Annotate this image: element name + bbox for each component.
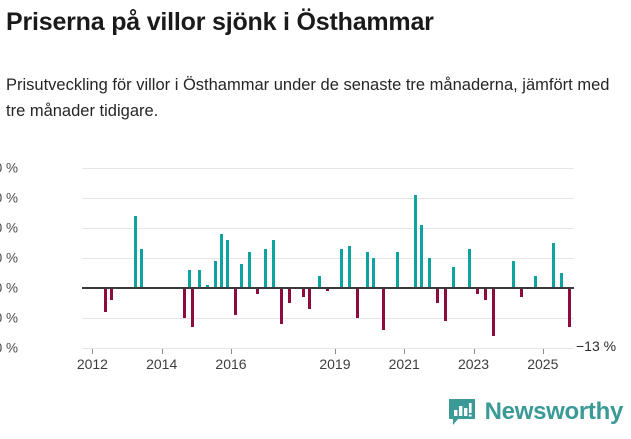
x-axis-tick-label: 2025 (527, 356, 559, 372)
bar (220, 234, 223, 288)
y-axis-tick-label: 10 % (0, 250, 18, 266)
bar (140, 249, 143, 288)
bar (248, 252, 251, 288)
bar (183, 288, 186, 318)
bar (534, 276, 537, 288)
bar (382, 288, 385, 330)
bar (234, 288, 237, 315)
x-axis: 2012 2014 2016 2019 2021 2023 2025 (77, 348, 574, 378)
last-value-label: −13 % (576, 338, 617, 354)
x-axis-tick (161, 348, 163, 354)
y-axis-tick-label: 40 % (0, 160, 18, 176)
bar (452, 267, 455, 288)
y-axis-tick-label: 20 % (0, 220, 18, 236)
bar (356, 288, 359, 318)
bar (214, 261, 217, 288)
x-axis-tick-label: 2021 (388, 356, 420, 372)
bar (568, 288, 571, 327)
x-axis-tick (334, 348, 336, 354)
bar (326, 288, 329, 291)
bar (272, 240, 275, 288)
x-axis-tick-label: 2012 (76, 356, 108, 372)
x-axis-tick (404, 348, 406, 354)
bar (414, 195, 417, 288)
x-axis-tick (230, 348, 232, 354)
bar (340, 249, 343, 288)
bar (302, 288, 305, 297)
bar (206, 285, 209, 288)
bar (428, 258, 431, 288)
chart-footer: Newsworthy (0, 393, 631, 439)
bar (288, 288, 291, 303)
bar (348, 246, 351, 288)
page-subtitle: Prisutveckling för villor i Östhammar un… (6, 76, 610, 120)
logo-wordmark: Newsworthy (484, 398, 624, 425)
x-axis-tick-label: 2019 (319, 356, 351, 372)
bar (110, 288, 113, 300)
bar (280, 288, 283, 324)
page-title: Priserna på villor sjönk i Östhammar (6, 8, 434, 36)
newsworthy-logo[interactable]: Newsworthy (447, 397, 623, 427)
y-axis-tick-label: −20 % (0, 340, 18, 356)
bar (560, 273, 563, 288)
bar (240, 264, 243, 288)
x-axis-tick-label: 2014 (146, 356, 178, 372)
bar (552, 243, 555, 288)
bar (396, 252, 399, 288)
bar (366, 252, 369, 288)
gridline (82, 168, 574, 169)
y-axis-tick-label: 0 % (0, 280, 18, 296)
x-axis-line (82, 348, 574, 349)
gridline (82, 258, 574, 259)
bar (476, 288, 479, 294)
bar (520, 288, 523, 297)
x-axis-tick-label: 2023 (457, 356, 490, 372)
bar (492, 288, 495, 336)
plot-area: 40 % 30 % 20 % 10 % 0 % −10 % −20 % (0, 161, 574, 356)
gridline (82, 198, 574, 199)
zero-line (82, 287, 574, 289)
bar (104, 288, 107, 312)
bar (436, 288, 439, 303)
bar (198, 270, 201, 288)
x-axis-tick (542, 348, 544, 354)
bar (134, 216, 137, 288)
x-axis-tick (92, 348, 94, 354)
bar (372, 258, 375, 288)
bar (226, 240, 229, 288)
bar (484, 288, 487, 300)
chart-container: 40 %30 %20 %10 %0 %−10 %−20 % 2012201420… (0, 160, 631, 385)
y-axis-tick-label: −10 % (0, 310, 18, 326)
bar (512, 261, 515, 288)
bar-chart-bubble-icon (447, 397, 477, 427)
bar (308, 288, 311, 309)
bar (444, 288, 447, 321)
bar (188, 270, 191, 288)
gridline (82, 318, 574, 319)
bar (318, 276, 321, 288)
bar (264, 249, 267, 288)
bar (468, 249, 471, 288)
x-axis-tick (473, 348, 475, 354)
bar (256, 288, 259, 294)
y-axis-tick-label: 30 % (0, 190, 18, 206)
x-axis-tick-label: 2016 (215, 356, 247, 372)
gridline (82, 228, 574, 229)
bar (420, 225, 423, 288)
bar (191, 288, 194, 327)
